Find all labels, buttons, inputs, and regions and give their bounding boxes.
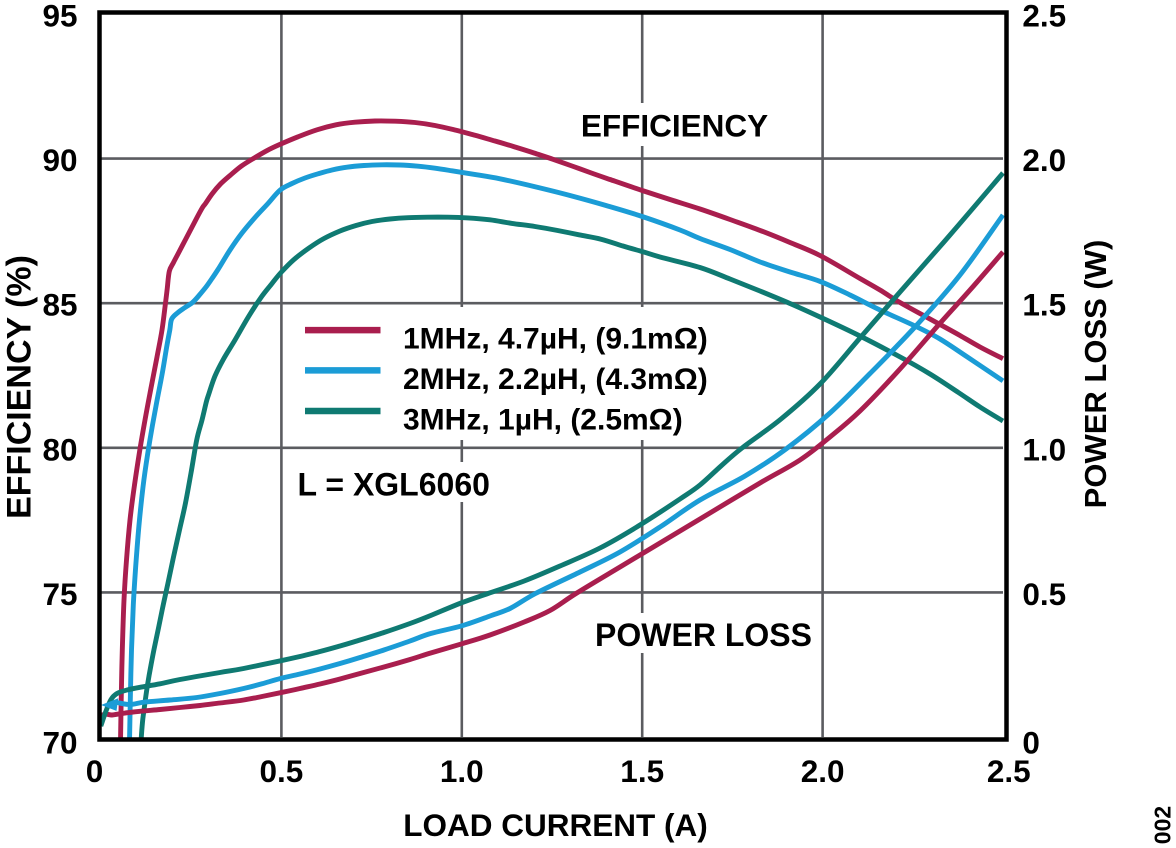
svg-text:L = XGL6060: L = XGL6060 <box>298 466 490 502</box>
svg-text:0: 0 <box>1022 724 1040 760</box>
svg-text:1.5: 1.5 <box>1022 287 1066 323</box>
svg-text:EFFICIENCY: EFFICIENCY <box>581 107 768 143</box>
svg-text:1.5: 1.5 <box>620 753 664 789</box>
svg-text:70: 70 <box>42 724 77 760</box>
svg-text:EFFICIENCY (%): EFFICIENCY (%) <box>1 255 39 519</box>
svg-text:2.0: 2.0 <box>1022 142 1066 178</box>
svg-text:002: 002 <box>1150 806 1176 844</box>
svg-text:75: 75 <box>42 576 77 612</box>
svg-text:LOAD CURRENT (A): LOAD CURRENT (A) <box>403 807 707 843</box>
svg-text:2MHz, 2.2µH, (4.3mΩ): 2MHz, 2.2µH, (4.3mΩ) <box>403 363 708 396</box>
svg-text:1MHz, 4.7µH, (9.1mΩ): 1MHz, 4.7µH, (9.1mΩ) <box>403 323 708 356</box>
svg-text:95: 95 <box>42 0 77 34</box>
svg-text:1.0: 1.0 <box>440 753 484 789</box>
svg-text:0.5: 0.5 <box>260 753 304 789</box>
svg-text:2.5: 2.5 <box>1022 0 1066 34</box>
svg-text:90: 90 <box>42 142 77 178</box>
svg-text:0: 0 <box>86 753 104 789</box>
svg-text:2.5: 2.5 <box>987 753 1031 789</box>
svg-text:0.5: 0.5 <box>1022 576 1066 612</box>
svg-text:POWER LOSS: POWER LOSS <box>595 617 812 653</box>
svg-text:80: 80 <box>42 431 77 467</box>
svg-text:2.0: 2.0 <box>801 753 845 789</box>
svg-text:3MHz, 1µH, (2.5mΩ): 3MHz, 1µH, (2.5mΩ) <box>403 403 683 436</box>
svg-text:85: 85 <box>42 287 77 323</box>
svg-text:1.0: 1.0 <box>1022 431 1066 467</box>
svg-text:POWER LOSS (W): POWER LOSS (W) <box>1078 240 1113 509</box>
